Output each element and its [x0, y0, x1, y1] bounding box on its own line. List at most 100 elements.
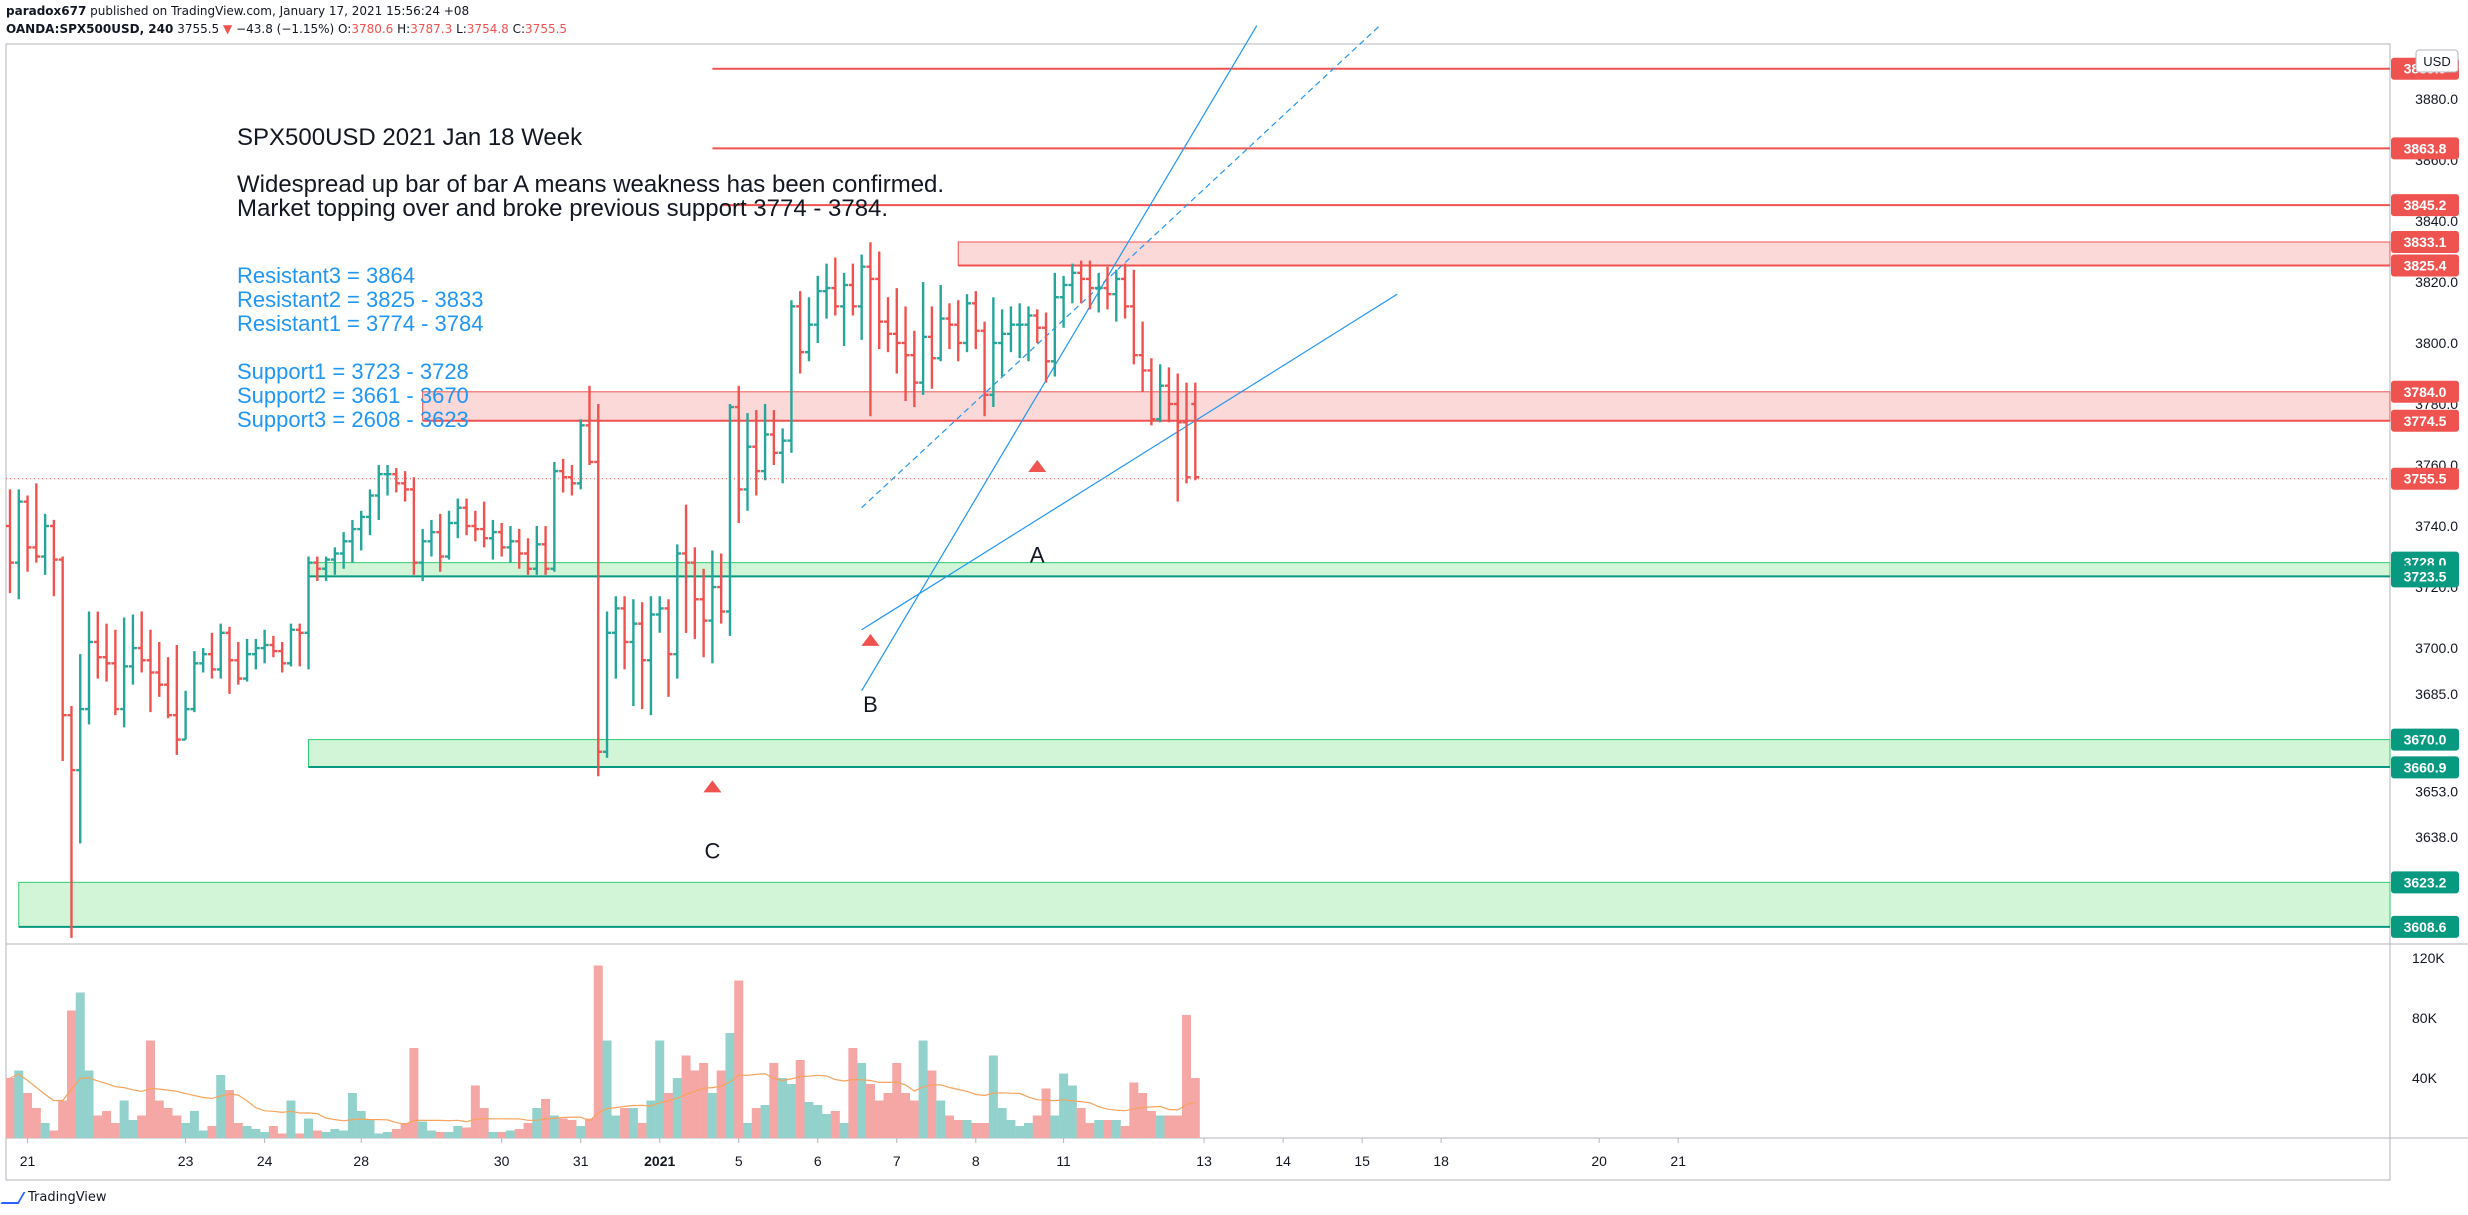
- volume-bar-81: [716, 1070, 726, 1138]
- volume-axis: 120K 80K 40K: [2412, 950, 2445, 1086]
- volume-tick-0: 120K: [2412, 950, 2445, 966]
- volume-bar-33: [295, 1133, 305, 1138]
- bar-markers: A B C: [703, 460, 1047, 864]
- price-label-box-13: [2391, 915, 2459, 938]
- volume-bar-79: [699, 1063, 709, 1138]
- ohlc-bar-90: [796, 291, 805, 374]
- price-tick-12: 3653.0: [2415, 783, 2458, 799]
- close-value: 3755.5: [525, 22, 568, 36]
- volume-bar-109: [962, 1120, 972, 1138]
- tradingview-logo-icon: [0, 1191, 26, 1204]
- ohlc-bar-121: [1068, 263, 1077, 304]
- trend-channel[interactable]: [861, 25, 1398, 692]
- volume-bar-113: [997, 1108, 1007, 1138]
- time-tick-1: 23: [178, 1153, 194, 1169]
- volume-bar-56: [497, 1132, 507, 1138]
- ohlc-bar-95: [840, 272, 849, 347]
- ohlc-bar-126: [1112, 269, 1121, 322]
- ohlc-bar-41: [365, 489, 374, 536]
- volume-bar-107: [944, 1115, 954, 1138]
- volume-bar-48: [426, 1130, 436, 1138]
- ohlc-bar-111: [980, 321, 989, 417]
- ohlc-bar-45: [401, 471, 410, 502]
- volume-bar-104: [918, 1040, 928, 1138]
- volume-ma-line: [9, 1073, 1196, 1125]
- ohlc-bar-118: [1042, 312, 1051, 383]
- volume-bar-45: [400, 1123, 410, 1138]
- resistance-lines: [6, 67, 2390, 480]
- ohlc-bar-133: [1173, 373, 1182, 502]
- volume-bar-46: [409, 1048, 419, 1138]
- volume-tick-2: 40K: [2412, 1070, 2438, 1086]
- volume-bar-72: [637, 1123, 647, 1138]
- price-label-box-5: [2391, 380, 2459, 403]
- ohlc-bar-76: [673, 544, 682, 679]
- volume-bar-26: [233, 1123, 243, 1138]
- volume-bar-119: [1050, 1115, 1060, 1138]
- publish-line: paradox677 published on TradingView.com,…: [6, 4, 469, 18]
- ohlc-bar-6: [58, 556, 67, 761]
- ohlc-bar-109: [963, 294, 972, 353]
- volume-bar-38: [339, 1130, 349, 1138]
- level-support3: Support3 = 2608 - 3623: [237, 407, 469, 432]
- ohlc-bar-37: [330, 547, 339, 575]
- down-arrow-icon: ▼: [223, 22, 233, 36]
- ohlc-bar-71: [629, 599, 638, 707]
- ohlc-bar-15: [137, 611, 146, 673]
- author-name[interactable]: paradox677: [6, 4, 87, 18]
- ohlc-bar-104: [919, 281, 928, 395]
- ohlc-bar-63: [559, 458, 568, 493]
- volume-bar-73: [646, 1100, 656, 1138]
- ohlc-bar-33: [295, 623, 304, 667]
- annotation-text[interactable]: SPX500USD 2021 Jan 18 Week Widespread up…: [237, 124, 944, 432]
- volume-bar-126: [1111, 1120, 1121, 1138]
- ohlc-bar-117: [1033, 309, 1042, 343]
- volume-bar-35: [312, 1130, 322, 1138]
- volume-bar-118: [1041, 1088, 1051, 1138]
- volume-bar-89: [786, 1084, 796, 1138]
- ohlc-bar-125: [1103, 266, 1112, 310]
- volume-bar-8: [75, 992, 85, 1138]
- price-label-box-12: [2391, 871, 2459, 894]
- ohlc-bar-20: [181, 690, 190, 741]
- ohlc-bar-97: [857, 254, 866, 340]
- ohlc-bar-66: [585, 385, 594, 466]
- logo-text: TradingView: [28, 1190, 107, 1205]
- ohlc-bar-84: [743, 413, 752, 511]
- level-support2: Support2 = 3661 - 3670: [237, 383, 469, 408]
- volume-bar-102: [901, 1093, 911, 1138]
- volume-bar-86: [760, 1105, 770, 1138]
- volume-bar-11: [102, 1111, 112, 1138]
- volume-bar-58: [514, 1129, 524, 1138]
- volume-bar-40: [356, 1111, 366, 1138]
- volume-bar-132: [1164, 1115, 1174, 1138]
- resistance-zone-0: [957, 241, 2391, 266]
- ohlc-bars: [6, 242, 1200, 938]
- time-axis[interactable]: 21 23 24 28 30 31 2021 5 6 7 8 11 13 14 15 18 20 21: [20, 1138, 1686, 1169]
- volume-bar-90: [795, 1060, 805, 1138]
- chart-header: paradox677 published on TradingView.com,…: [0, 0, 2468, 44]
- ohlc-bar-81: [717, 553, 726, 624]
- price-tick-9: 3700.0: [2415, 640, 2458, 656]
- ohlc-bar-70: [620, 596, 629, 670]
- ohlc-bar-115: [1015, 303, 1024, 359]
- currency-label[interactable]: USD: [2415, 49, 2459, 73]
- marker-triangle-c: [703, 780, 722, 793]
- volume-bar-112: [988, 1055, 998, 1138]
- last-price: 3755.5: [177, 22, 220, 36]
- volume-bar-133: [1173, 1115, 1183, 1138]
- ohlc-bar-46: [409, 477, 418, 575]
- volume-bar-67: [593, 965, 603, 1138]
- volume-bar-92: [813, 1105, 823, 1138]
- ohlc-bar-18: [164, 657, 173, 719]
- ohlc-bar-17: [155, 641, 164, 697]
- price-tick-4: 3800.0: [2415, 335, 2458, 351]
- price-label-3: 3833.1: [2404, 234, 2447, 250]
- ohlc-bar-47: [418, 529, 427, 581]
- volume-bars: [5, 965, 1200, 1138]
- volume-bar-115: [1015, 1126, 1025, 1138]
- ohlc-bar-11: [102, 623, 111, 682]
- volume-bar-124: [1094, 1120, 1104, 1138]
- tradingview-logo[interactable]: TradingView: [0, 1190, 107, 1205]
